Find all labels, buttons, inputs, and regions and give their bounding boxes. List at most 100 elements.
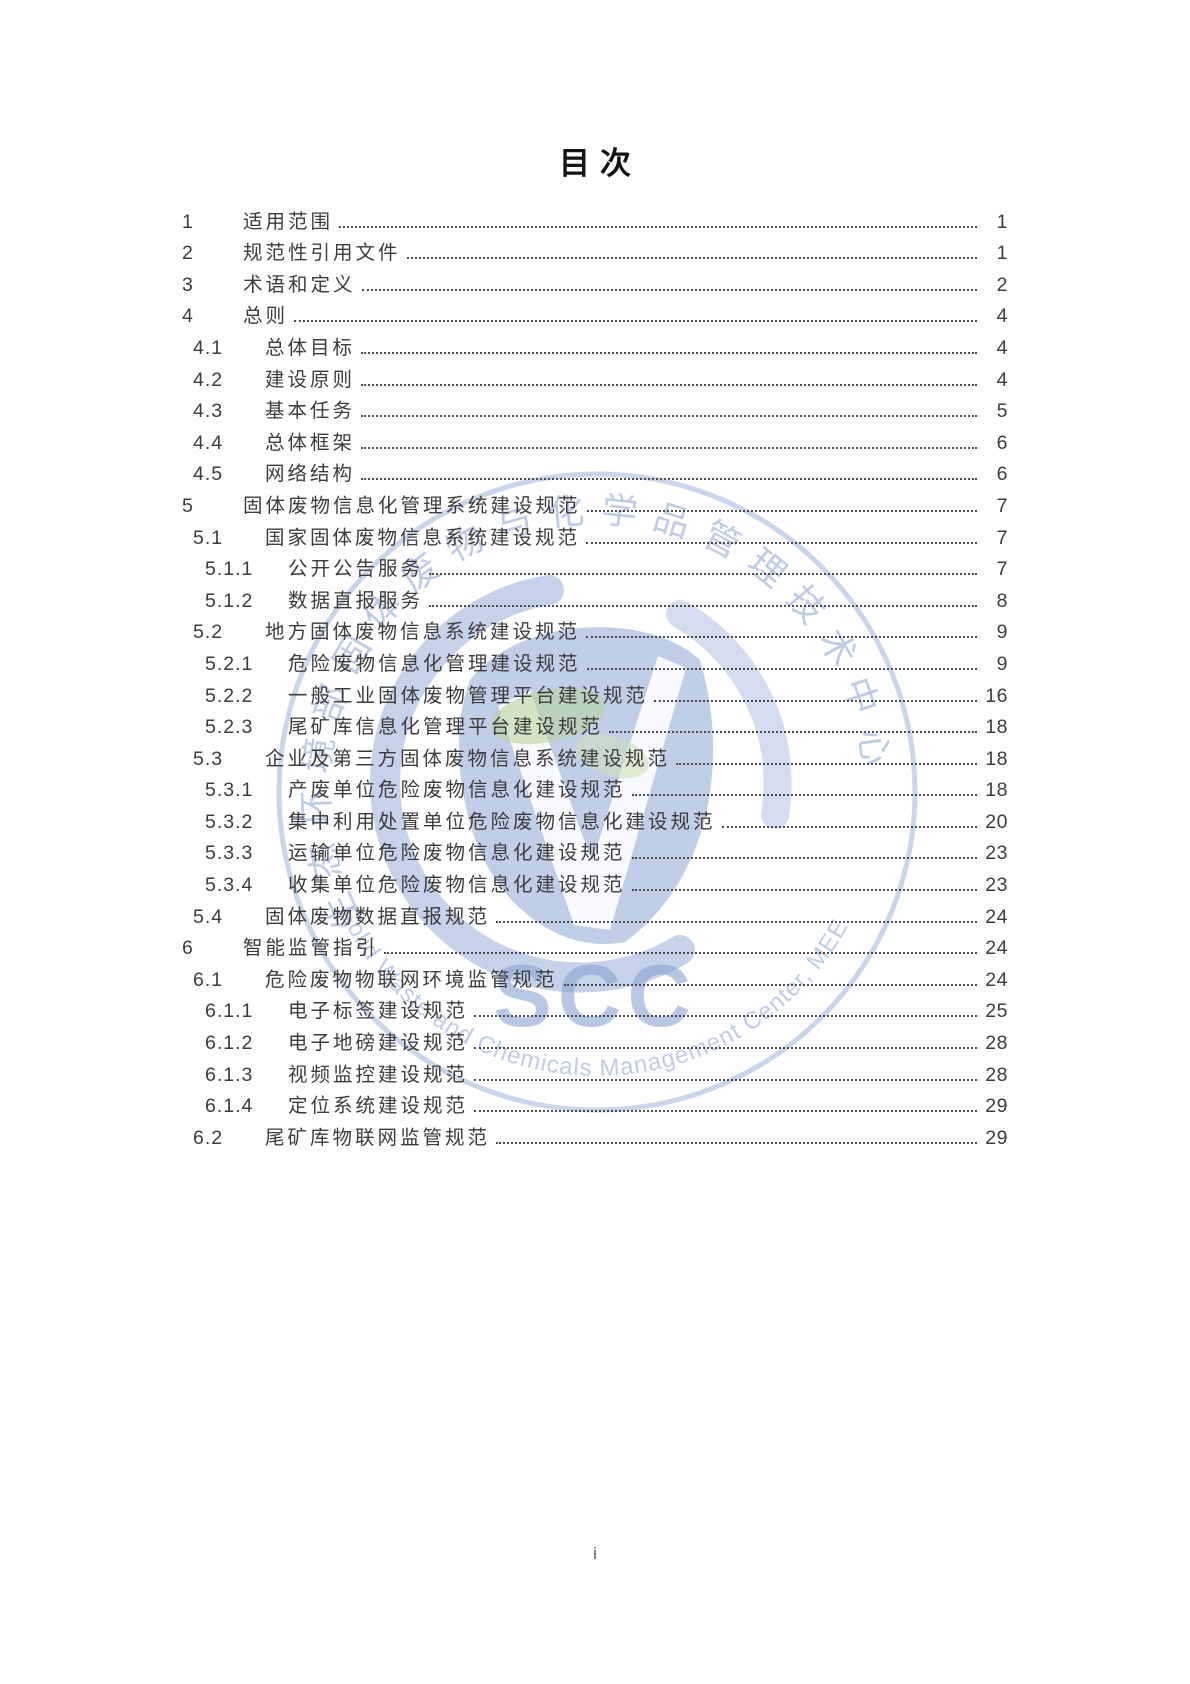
toc-entry-page: 7 xyxy=(996,558,1008,581)
page-title: 目次 xyxy=(559,146,641,181)
toc-leader-dots xyxy=(586,636,977,639)
toc-entry-page: 8 xyxy=(996,589,1008,612)
toc-entry: 5.1.2 数据直报服务 8 xyxy=(168,581,1008,613)
toc-entry: 5.2.3 尾矿库信息化管理平台建设规范 18 xyxy=(168,708,1008,740)
toc-entry-title: 收集单位危险废物信息化建设规范 xyxy=(288,874,626,897)
toc-leader-dots xyxy=(631,794,977,797)
toc-entry-number: 3 xyxy=(182,273,194,296)
toc-entry-page: 23 xyxy=(985,874,1008,897)
toc-leader-dots xyxy=(631,857,977,860)
toc-entry: 6.1.1 电子标签建设规范 25 xyxy=(168,992,1008,1024)
toc-entry-page: 20 xyxy=(985,810,1008,833)
toc-entry: 5.3.3 运输单位危险废物信息化建设规范 23 xyxy=(168,834,1008,866)
toc-entry-title: 数据直报服务 xyxy=(288,589,424,612)
toc-entry-title: 基本任务 xyxy=(265,400,356,423)
toc-leader-dots xyxy=(429,604,977,607)
toc-leader-dots xyxy=(586,541,977,544)
toc-entry-title: 定位系统建设规范 xyxy=(288,1095,469,1118)
toc-entry-number: 4.2 xyxy=(193,368,224,391)
toc-entry-page: 9 xyxy=(996,652,1008,675)
toc-leader-dots xyxy=(654,699,977,702)
toc-entry-number: 6.1.2 xyxy=(205,1032,254,1055)
toc-leader-dots xyxy=(496,1141,977,1144)
toc-entry-number: 1 xyxy=(182,210,194,233)
toc-leader-dots xyxy=(631,889,977,892)
toc-entry-title: 国家固体废物信息系统建设规范 xyxy=(265,526,581,549)
toc-entry-number: 5.3.3 xyxy=(205,842,254,865)
toc-entry-number: 4.1 xyxy=(193,336,224,359)
toc-leader-dots xyxy=(339,225,977,228)
toc-leader-dots xyxy=(474,1078,977,1081)
toc-leader-dots xyxy=(609,731,977,734)
toc-entry-title: 地方固体废物信息系统建设规范 xyxy=(265,621,581,644)
toc-entry-title: 电子标签建设规范 xyxy=(288,1000,469,1023)
toc-entry-number: 5.4 xyxy=(193,905,224,928)
toc-entry-title: 总体框架 xyxy=(265,431,356,454)
toc-entry-page: 24 xyxy=(985,968,1008,991)
toc-entry-title: 智能监管指引 xyxy=(243,937,379,960)
toc-entry-title: 运输单位危险废物信息化建设规范 xyxy=(288,842,626,865)
toc-entry-number: 5.3.4 xyxy=(205,874,254,897)
toc-entry: 6.1.3 视频监控建设规范 28 xyxy=(168,1055,1008,1087)
toc-leader-dots xyxy=(563,983,977,986)
toc-leader-dots xyxy=(586,509,977,512)
toc-entry: 5.1 国家固体废物信息系统建设规范 7 xyxy=(168,518,1008,550)
toc-entry-page: 4 xyxy=(996,305,1008,328)
toc-entry-title: 一般工业固体废物管理平台建设规范 xyxy=(288,684,649,707)
toc-entry-number: 6.2 xyxy=(193,1126,224,1149)
toc-entry: 5.2.1 危险废物信息化管理建设规范 9 xyxy=(168,644,1008,676)
toc-entry: 6.1.2 电子地磅建设规范 28 xyxy=(168,1023,1008,1055)
toc-entry-number: 6.1.1 xyxy=(205,1000,254,1023)
toc-entry-title: 危险废物信息化管理建设规范 xyxy=(288,652,581,675)
toc-list: 1 适用范围 1 2 规范性引用文件 1 3 术语和定义 2 4 总则 4 4. xyxy=(168,202,1008,1150)
toc-entry-page: 28 xyxy=(985,1032,1008,1055)
toc-entry-page: 29 xyxy=(985,1095,1008,1118)
toc-entry-title: 公开公告服务 xyxy=(288,558,424,581)
toc-leader-dots xyxy=(361,446,977,449)
toc-entry-page: 2 xyxy=(996,273,1008,296)
toc-entry-number: 2 xyxy=(182,242,194,265)
toc-entry-page: 1 xyxy=(996,242,1008,265)
toc-entry-page: 5 xyxy=(996,400,1008,423)
toc-leader-dots xyxy=(361,415,977,418)
toc-entry-title: 产废单位危险废物信息化建设规范 xyxy=(288,779,626,802)
toc-entry-page: 24 xyxy=(985,937,1008,960)
toc-entry: 6.1.4 定位系统建设规范 29 xyxy=(168,1087,1008,1119)
toc-entry: 3 术语和定义 2 xyxy=(168,265,1008,297)
toc-entry: 4.5 网络结构 6 xyxy=(168,455,1008,487)
toc-entry: 4.3 基本任务 5 xyxy=(168,392,1008,424)
toc-entry-title: 集中利用处置单位危险废物信息化建设规范 xyxy=(288,810,716,833)
toc-entry: 5 固体废物信息化管理系统建设规范 7 xyxy=(168,486,1008,518)
toc-entry-page: 4 xyxy=(996,336,1008,359)
toc-entry-number: 5 xyxy=(182,494,194,517)
toc-entry-number: 6.1.3 xyxy=(205,1063,254,1086)
toc-entry: 1 适用范围 1 xyxy=(168,202,1008,234)
toc-leader-dots xyxy=(676,762,977,765)
toc-entry-page: 6 xyxy=(996,431,1008,454)
toc-entry-number: 5.2 xyxy=(193,621,224,644)
toc-leader-dots xyxy=(474,1015,977,1018)
toc-entry-page: 18 xyxy=(985,779,1008,802)
toc-leader-dots xyxy=(474,1110,977,1113)
toc-entry-title: 企业及第三方固体废物信息系统建设规范 xyxy=(265,747,671,770)
toc-entry-page: 18 xyxy=(985,747,1008,770)
toc-entry-number: 5.1 xyxy=(193,526,224,549)
toc-leader-dots xyxy=(721,825,977,828)
toc-entry-page: 1 xyxy=(996,210,1008,233)
toc-entry: 4.2 建设原则 4 xyxy=(168,360,1008,392)
toc-entry-title: 危险废物物联网环境监管规范 xyxy=(265,968,558,991)
toc-entry: 6.1 危险废物物联网环境监管规范 24 xyxy=(168,960,1008,992)
toc-entry-title: 视频监控建设规范 xyxy=(288,1063,469,1086)
toc-entry-page: 28 xyxy=(985,1063,1008,1086)
toc-entry-number: 5.3.2 xyxy=(205,810,254,833)
toc-entry-title: 总则 xyxy=(243,305,289,328)
toc-leader-dots xyxy=(474,1047,977,1050)
toc-leader-dots xyxy=(361,383,977,386)
toc-entry-title: 尾矿库信息化管理平台建设规范 xyxy=(288,716,604,739)
toc-entry: 5.3.2 集中利用处置单位危险废物信息化建设规范 20 xyxy=(168,802,1008,834)
footer-page-number: i xyxy=(593,1544,597,1563)
toc-entry-title: 网络结构 xyxy=(265,463,356,486)
toc-entry-number: 5.2.2 xyxy=(205,684,254,707)
toc-leader-dots xyxy=(294,320,977,323)
